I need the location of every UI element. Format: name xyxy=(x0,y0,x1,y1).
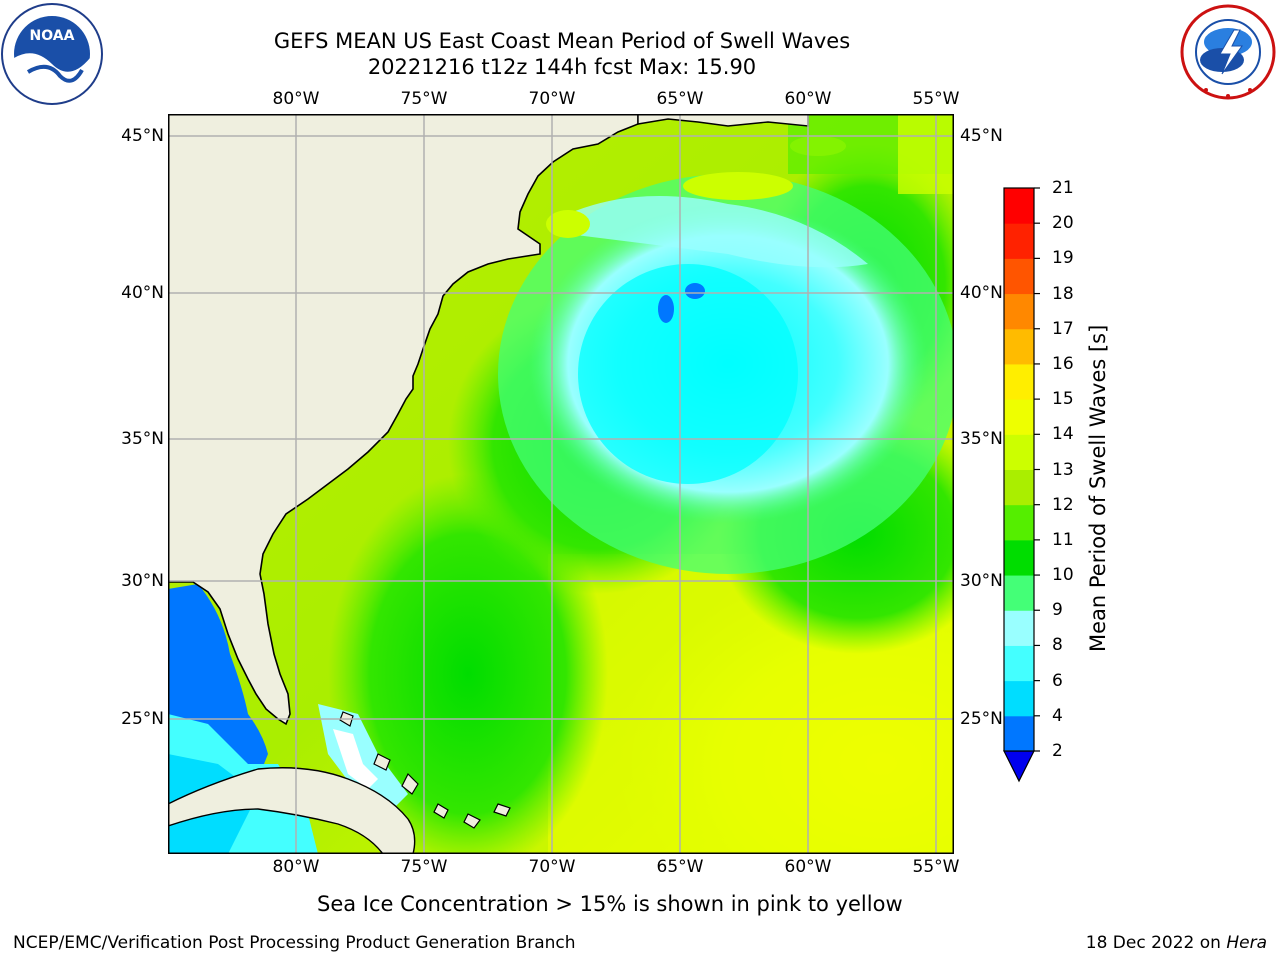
lat-label-right: 45°N xyxy=(960,126,1003,146)
colorbar-tick-label: 14 xyxy=(1052,424,1074,445)
lon-label-top: 55°W xyxy=(912,89,960,109)
colorbar-band xyxy=(1004,539,1034,576)
lat-label-right: 25°N xyxy=(960,709,1003,729)
lat-label-left: 30°N xyxy=(121,571,164,591)
us-east-coast-land xyxy=(168,114,639,726)
lat-label-right: 35°N xyxy=(960,429,1003,449)
lat-label-left: 40°N xyxy=(121,283,164,303)
map-frame xyxy=(168,114,954,854)
colorbar-tick-label: 15 xyxy=(1052,389,1074,410)
colorbar-tick-label: 19 xyxy=(1052,248,1074,269)
colorbar-band xyxy=(1004,504,1034,541)
colorbar-tick-label: 16 xyxy=(1052,353,1074,374)
colorbar-tick-label: 6 xyxy=(1052,670,1063,691)
lon-label-top: 60°W xyxy=(784,89,832,109)
lon-label-top: 75°W xyxy=(400,89,448,109)
lat-label-left: 35°N xyxy=(121,429,164,449)
lon-label-top: 65°W xyxy=(656,89,704,109)
footer-branch: NCEP/EMC/Verification Post Processing Pr… xyxy=(13,933,576,953)
colorbar-tick-label: 2 xyxy=(1052,741,1063,761)
lon-label-bottom: 60°W xyxy=(784,857,832,877)
colorbar-band xyxy=(1004,223,1034,259)
colorbar-band xyxy=(1004,645,1034,682)
yellow-patch xyxy=(683,172,793,200)
colorbar-tick-label: 21 xyxy=(1052,178,1074,198)
lon-label-bottom: 70°W xyxy=(528,857,576,877)
chart-subtitle: 20221216 t12z 144h fcst Max: 15.90 xyxy=(367,55,757,79)
footer-machine: Hera xyxy=(1226,933,1267,953)
colorbar-tick-label: 10 xyxy=(1052,565,1074,586)
lat-label-right: 40°N xyxy=(960,283,1003,303)
colorbar-tick-label: 8 xyxy=(1052,635,1063,656)
colorbar-band xyxy=(1004,399,1034,435)
colorbar-band xyxy=(1004,680,1034,717)
colorbar-band xyxy=(1004,293,1034,330)
colorbar-tick-label: 12 xyxy=(1052,494,1074,515)
colorbar-band xyxy=(1004,715,1034,752)
lon-label-top: 70°W xyxy=(528,89,576,109)
colorbar-tick-label: 13 xyxy=(1052,459,1074,480)
colorbar xyxy=(1003,187,1040,783)
national-weather-service-logo-icon xyxy=(1180,4,1276,100)
cuba-land xyxy=(168,767,416,854)
colorbar-band xyxy=(1004,610,1034,646)
lon-label-top: 80°W xyxy=(272,89,320,109)
colorbar-tick-label: 18 xyxy=(1052,283,1074,304)
lat-label-right: 30°N xyxy=(960,571,1003,591)
lon-label-bottom: 75°W xyxy=(400,857,448,877)
graticule xyxy=(168,114,954,854)
colorbar-band xyxy=(1004,575,1034,611)
colorbar-band xyxy=(1004,328,1034,365)
lon-label-bottom: 55°W xyxy=(912,857,960,877)
chart-title: GEFS MEAN US East Coast Mean Period of S… xyxy=(273,29,851,53)
colorbar-tick-label: 9 xyxy=(1052,600,1063,621)
swell-period-map xyxy=(168,114,954,854)
footer-date-text: 18 Dec 2022 on xyxy=(1085,933,1227,953)
colorbar-label: Mean Period of Swell Waves [s] xyxy=(1086,324,1110,652)
colorbar-band xyxy=(1004,188,1034,224)
lon-label-bottom: 65°W xyxy=(656,857,704,877)
colorbar-band xyxy=(1004,258,1034,295)
lat-label-left: 45°N xyxy=(121,126,164,146)
noaa-logo-text: NOAA xyxy=(30,28,75,44)
colorbar-tick-label: 20 xyxy=(1052,213,1074,234)
lat-label-left: 25°N xyxy=(121,709,164,729)
noaa-logo-icon: NOAA xyxy=(1,3,103,105)
blue-spot xyxy=(658,295,674,323)
colorbar-tick-label: 17 xyxy=(1052,318,1074,339)
colorbar-tick-label: 11 xyxy=(1052,529,1074,550)
colorbar-extend-min xyxy=(1003,750,1035,783)
colorbar-tick-label: 4 xyxy=(1052,705,1063,726)
colorbar-band xyxy=(1004,469,1034,506)
footer-date: 18 Dec 2022 on Hera xyxy=(1086,932,1267,954)
lon-label-bottom: 80°W xyxy=(272,857,320,877)
colorbar-band xyxy=(1004,363,1034,400)
colorbar-band xyxy=(1004,434,1034,470)
sea-ice-note: Sea Ice Concentration > 15% is shown in … xyxy=(317,892,903,916)
